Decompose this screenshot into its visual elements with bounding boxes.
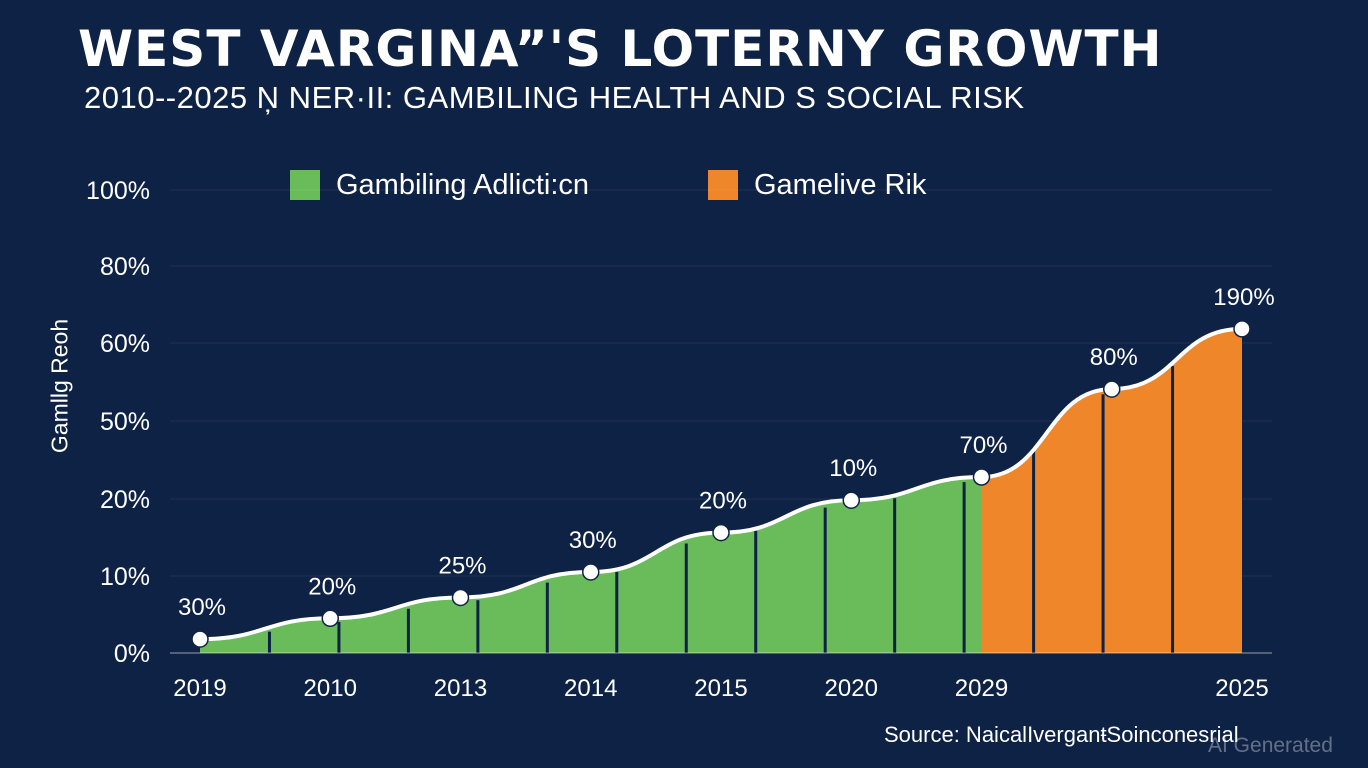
data-label: 80% (1090, 344, 1138, 371)
legend-swatch-orange (708, 170, 738, 200)
data-point (582, 563, 600, 581)
x-tick-label: 2020 (825, 675, 878, 702)
data-label: 20% (699, 488, 747, 515)
x-tick-label: 2014 (564, 675, 617, 702)
chart-title: WEST VARGINA”'S LOTERNY GROWTH (78, 20, 1163, 78)
legend-label: Gambiling Adlicti:cn (336, 168, 590, 201)
y-tick-label: 80% (100, 253, 150, 281)
source-note: Source: NaicalIverganŧSoinconesrial (884, 722, 1239, 747)
data-label: 25% (438, 552, 486, 579)
data-point (712, 523, 730, 542)
data-point (191, 630, 209, 648)
watermark: AI Generated (1208, 734, 1333, 757)
legend-item-gamelive-risk: Gamelive Rik (708, 168, 926, 202)
x-tick-label: 2029 (955, 675, 1008, 702)
data-label: 70% (959, 432, 1007, 459)
x-tick-label: 2013 (434, 675, 487, 702)
y-tick-label: 20% (100, 486, 150, 514)
y-tick-label: 50% (100, 408, 150, 436)
data-point (321, 609, 339, 628)
x-tick-label: 2015 (694, 675, 747, 702)
y-tick-label: 0% (114, 640, 150, 668)
legend-swatch-green (290, 170, 320, 200)
data-label: 30% (569, 527, 617, 554)
data-point (1103, 380, 1121, 398)
legend-item-gambling-addiction: Gambiling Adlicti:cn (290, 168, 589, 202)
data-point (451, 588, 470, 607)
data-label: 190% (1213, 284, 1274, 311)
data-label: 30% (178, 594, 226, 621)
y-tick-label: 10% (100, 563, 150, 591)
area-gamelive-risk (981, 328, 1242, 653)
y-tick-label: 100% (86, 177, 150, 205)
x-tick-label: 2025 (1215, 675, 1268, 702)
data-point (1233, 320, 1251, 338)
y-tick-label: 60% (100, 330, 150, 358)
data-point (842, 491, 860, 509)
data-label: 10% (829, 455, 877, 482)
x-tick-label: 2019 (173, 675, 226, 702)
chart-subtitle: 2010--2025 Ņ NER·II: GAMBILING HEALTH AN… (84, 80, 1025, 115)
x-tick-label: 2010 (304, 675, 357, 702)
data-label: 20% (308, 573, 356, 600)
data-point (972, 468, 991, 486)
legend-label: Gamelive Rik (754, 168, 927, 201)
